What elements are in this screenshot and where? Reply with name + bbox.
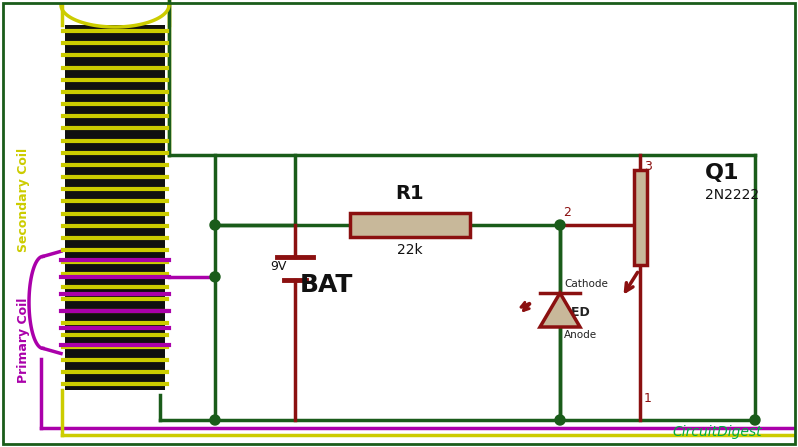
Text: 9V: 9V (270, 260, 286, 273)
Circle shape (210, 220, 220, 230)
Text: Cathode: Cathode (564, 279, 608, 289)
Polygon shape (540, 293, 580, 327)
Text: CircuitDigest: CircuitDigest (672, 425, 761, 439)
Text: R1: R1 (396, 184, 425, 203)
Text: Anode: Anode (564, 330, 597, 340)
Bar (350, 213, 470, 237)
Text: Q1: Q1 (705, 163, 740, 183)
Circle shape (210, 415, 220, 425)
Bar (65, 25, 165, 390)
Text: 22k: 22k (397, 243, 423, 257)
Text: Primary Coil: Primary Coil (18, 297, 30, 383)
Circle shape (555, 415, 565, 425)
Text: BAT: BAT (300, 273, 354, 297)
Circle shape (210, 272, 220, 282)
Text: 2: 2 (563, 207, 571, 219)
Text: LED: LED (564, 305, 591, 319)
Text: Secondary Coil: Secondary Coil (18, 148, 30, 252)
Text: 1: 1 (644, 392, 652, 405)
Bar (634, 170, 646, 265)
Circle shape (555, 220, 565, 230)
Circle shape (750, 415, 760, 425)
Text: 2N2222: 2N2222 (705, 188, 759, 202)
Text: 3: 3 (644, 160, 652, 173)
